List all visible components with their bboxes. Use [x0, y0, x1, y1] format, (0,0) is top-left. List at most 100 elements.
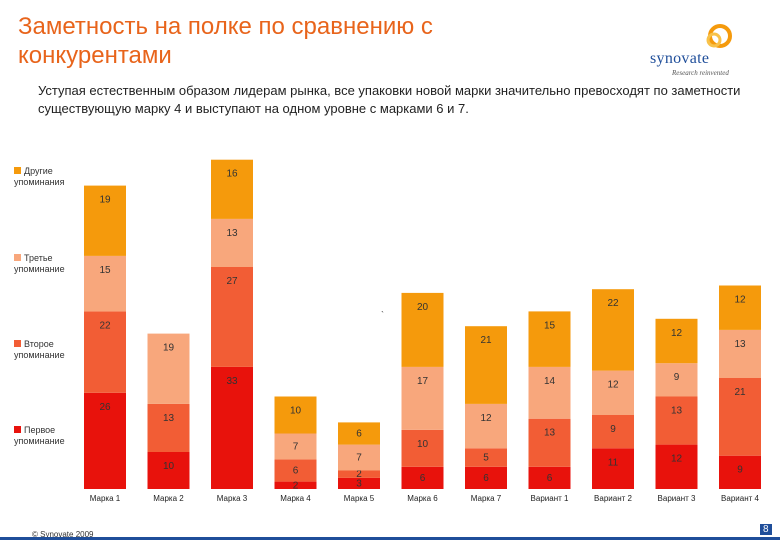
data-label-other-5: 6 — [356, 429, 362, 440]
legend-swatch-other — [14, 167, 21, 174]
bar-other-7 — [465, 326, 507, 404]
bar-first-2 — [147, 452, 190, 489]
bar-other-10 — [655, 318, 698, 364]
bar-first-3 — [211, 366, 253, 489]
x-tick-label-5: Марка 5 — [344, 494, 375, 503]
data-label-second-7: 5 — [483, 453, 489, 464]
data-label-second-4: 6 — [293, 466, 299, 477]
bar-first-6 — [401, 466, 444, 489]
logo-word: synovate — [650, 50, 710, 67]
x-tick-label-9: Вариант 2 — [594, 494, 632, 503]
x-tick-label-10: Вариант 3 — [658, 494, 696, 503]
bar-first-7 — [465, 466, 507, 489]
data-label-second-5: 2 — [356, 469, 362, 480]
data-label-other-8: 15 — [544, 320, 556, 331]
logo-tagline: Research reinvented — [672, 69, 729, 77]
data-label-other-11: 12 — [734, 295, 746, 306]
data-label-first-2: 10 — [163, 461, 175, 472]
data-label-first-11: 9 — [737, 465, 743, 476]
data-label-third-1: 15 — [99, 265, 111, 276]
bar-third-9 — [592, 370, 634, 415]
x-tick-label-1: Марка 1 — [90, 494, 121, 503]
bar-other-11 — [719, 285, 761, 330]
data-label-third-6: 17 — [417, 376, 429, 387]
data-label-second-8: 13 — [544, 428, 556, 439]
legend-label-other: Другие упоминания — [14, 166, 65, 187]
bar-third-3 — [211, 218, 253, 267]
data-label-second-6: 10 — [417, 439, 429, 450]
legend-label-third: Третье упоминание — [14, 253, 65, 274]
logo-ring-icon — [706, 24, 732, 48]
x-tick-label-7: Марка 7 — [471, 494, 502, 503]
data-label-second-1: 22 — [99, 320, 111, 331]
data-label-first-8: 6 — [547, 473, 553, 484]
bar-other-8 — [528, 311, 571, 367]
bar-second-3 — [211, 267, 253, 367]
bar-second-1 — [84, 311, 126, 393]
data-label-first-9: 11 — [608, 457, 619, 468]
bar-second-8 — [528, 418, 571, 467]
legend-other: Другие упоминания — [14, 166, 84, 188]
data-label-second-10: 13 — [671, 406, 683, 417]
footer-bar — [0, 537, 780, 540]
bar-other-5 — [338, 422, 380, 445]
subtitle: Уступая естественным образом лидерам рын… — [38, 83, 741, 116]
legend-label-first: Первое упоминание — [14, 425, 65, 446]
bar-other-9 — [592, 289, 634, 371]
chart-annotation: ` — [381, 310, 384, 320]
data-label-other-4: 10 — [290, 406, 302, 417]
data-label-first-6: 6 — [420, 473, 426, 484]
data-label-second-2: 13 — [163, 413, 175, 424]
bar-first-5 — [338, 477, 380, 489]
data-label-first-1: 26 — [99, 402, 111, 413]
synovate-logo: synovate Research reinvented — [650, 22, 745, 82]
page-title: Заметность на полке по сравнению с конку… — [18, 13, 433, 69]
data-label-first-7: 6 — [483, 473, 489, 484]
data-label-third-11: 13 — [734, 339, 746, 350]
footer-copyright: © Synovate 2009 — [32, 530, 94, 539]
bar-second-2 — [147, 403, 190, 452]
bar-third-4 — [274, 433, 317, 460]
data-label-second-9: 9 — [610, 424, 616, 435]
legend-swatch-first — [14, 426, 21, 433]
data-label-first-3: 33 — [226, 376, 238, 387]
bar-second-7 — [465, 448, 507, 467]
legend-first: Первое упоминание — [14, 425, 84, 447]
legend-swatch-second — [14, 340, 21, 347]
legend-swatch-third — [14, 254, 21, 261]
data-label-third-9: 12 — [607, 380, 619, 391]
x-tick-label-6: Марка 6 — [407, 494, 438, 503]
bar-first-11 — [719, 455, 761, 489]
data-label-third-2: 19 — [163, 343, 175, 354]
bar-first-9 — [592, 448, 634, 489]
data-label-other-6: 20 — [417, 302, 429, 313]
bar-other-4 — [274, 396, 317, 434]
bar-second-5 — [338, 470, 380, 478]
data-label-other-10: 12 — [671, 328, 683, 339]
bar-third-11 — [719, 329, 761, 378]
bar-third-5 — [338, 444, 380, 471]
data-label-third-10: 9 — [674, 372, 680, 383]
legend-label-second: Второе упоминание — [14, 339, 65, 360]
bar-second-6 — [401, 429, 444, 467]
x-tick-label-4: Марка 4 — [280, 494, 311, 503]
bar-first-4 — [274, 481, 317, 489]
bar-third-6 — [401, 366, 444, 430]
bar-second-9 — [592, 415, 634, 449]
legend-second: Второе упоминание — [14, 339, 84, 361]
bar-third-1 — [84, 255, 126, 312]
x-tick-label-3: Марка 3 — [217, 494, 248, 503]
data-label-third-4: 7 — [293, 441, 299, 452]
bar-second-4 — [274, 459, 317, 482]
data-label-first-10: 12 — [671, 454, 683, 465]
bar-first-10 — [655, 444, 698, 489]
data-label-second-3: 27 — [226, 276, 238, 287]
data-label-other-7: 21 — [480, 335, 492, 346]
bar-other-1 — [84, 185, 126, 256]
bar-other-3 — [211, 159, 253, 219]
legend-third: Третье упоминание — [14, 253, 84, 275]
bar-second-11 — [719, 378, 761, 456]
page-number: 8 — [760, 524, 772, 535]
x-tick-label-8: Вариант 1 — [531, 494, 569, 503]
data-label-third-3: 13 — [226, 228, 238, 239]
